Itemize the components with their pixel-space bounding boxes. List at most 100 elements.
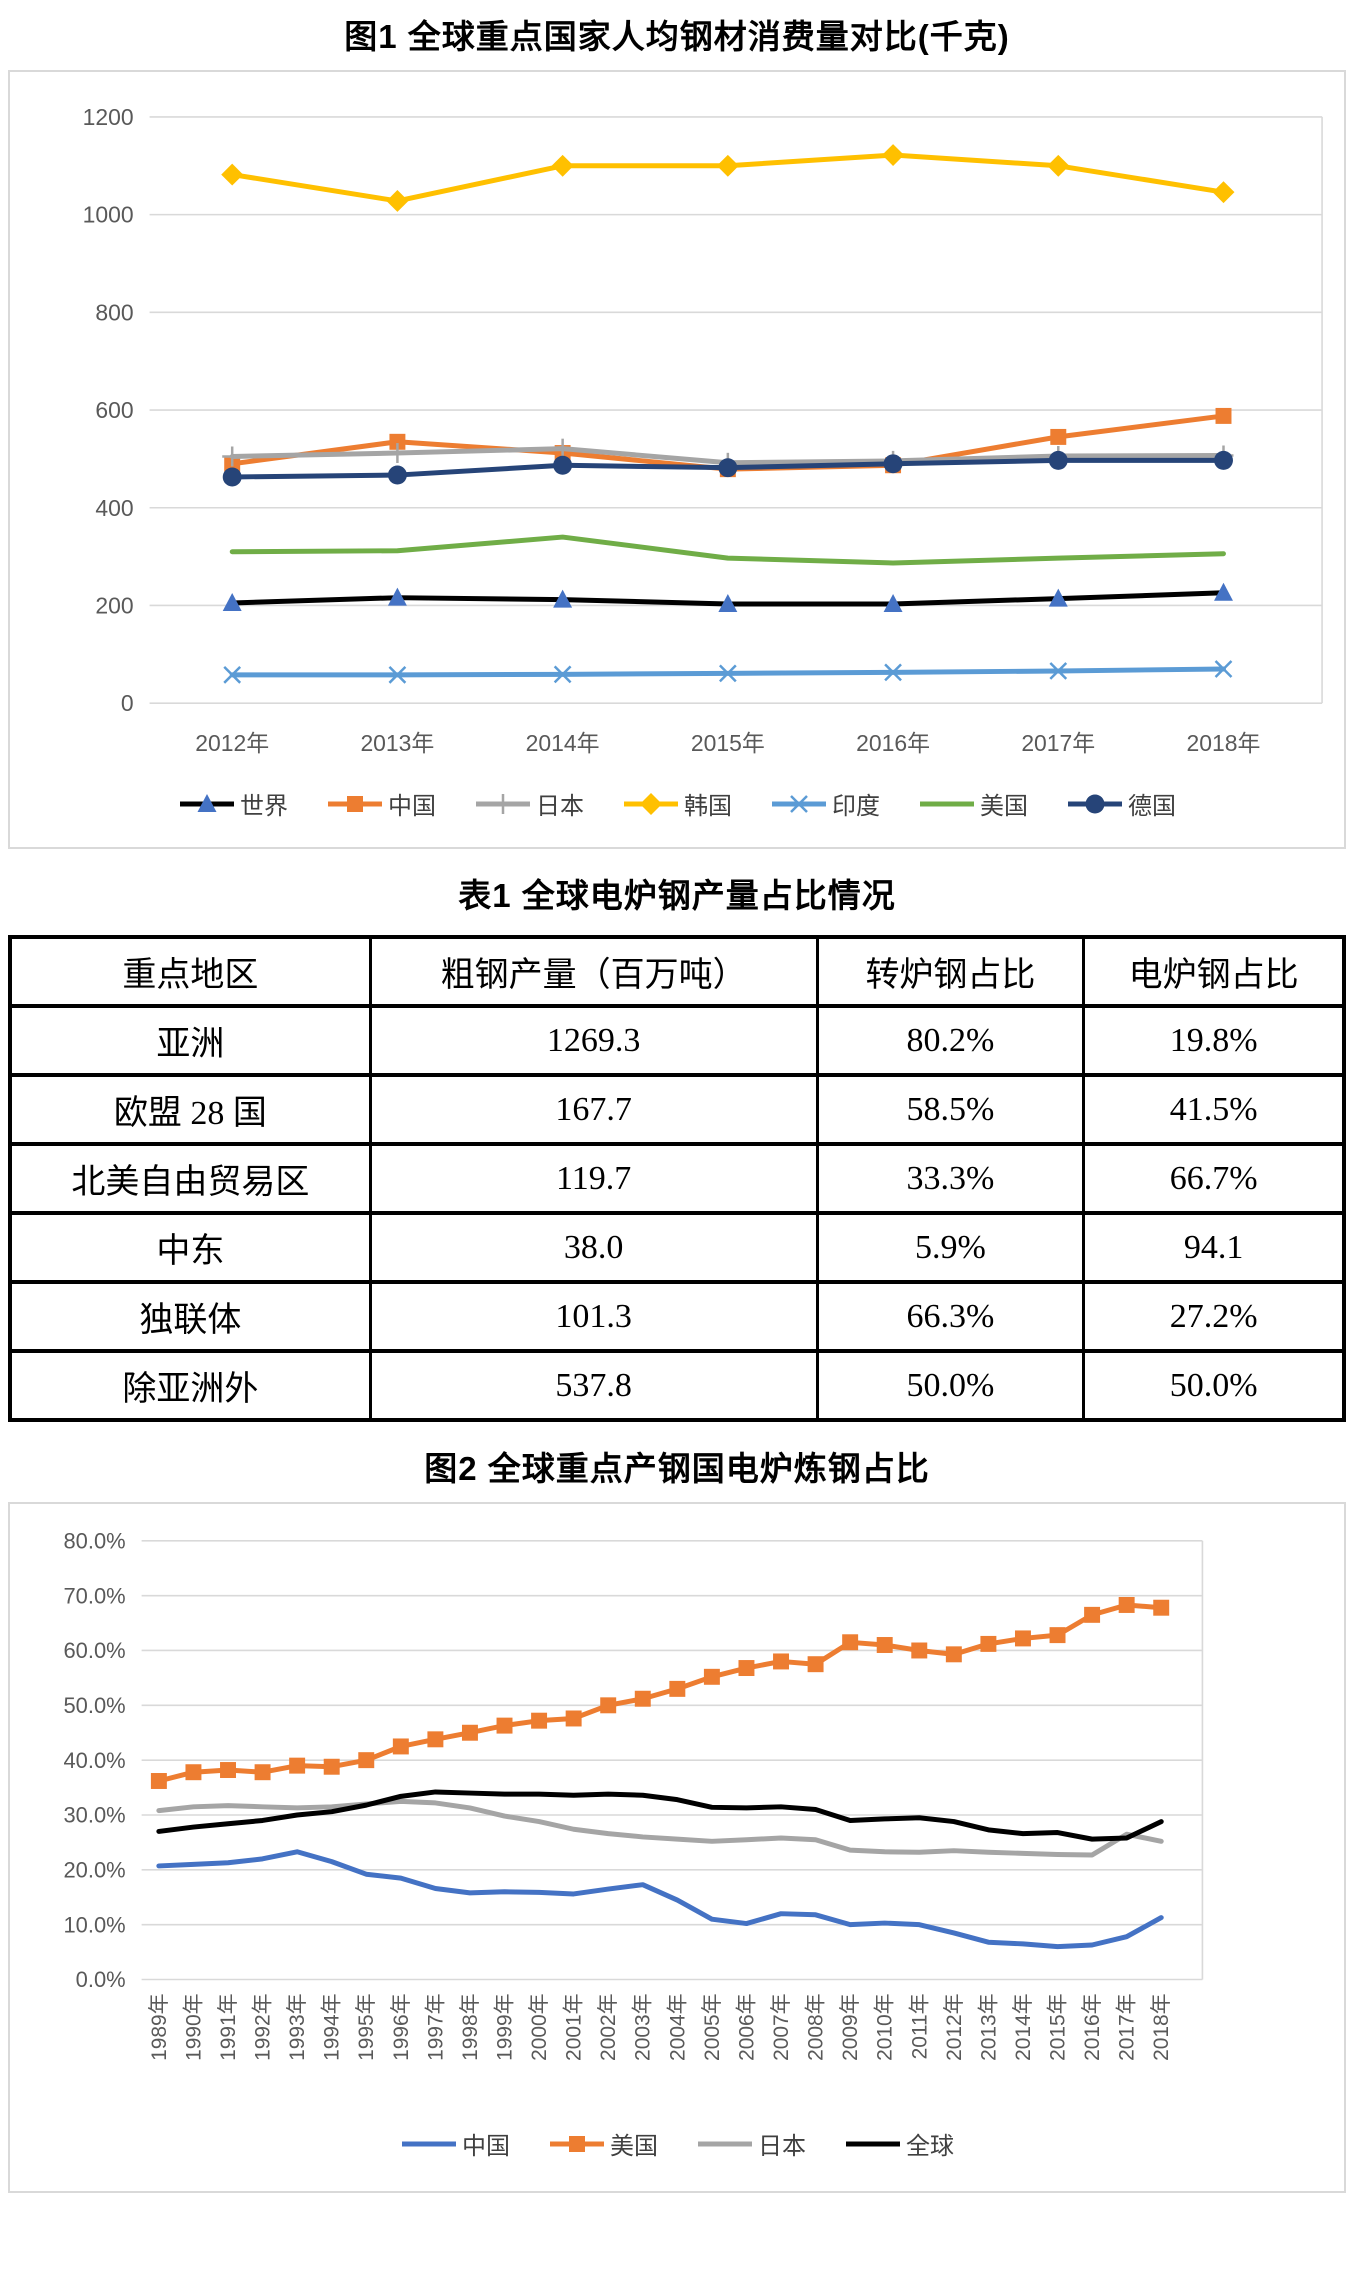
x-tick-label: 2012年 xyxy=(195,730,269,756)
table-header-row: 重点地区 粗钢产量（百万吨） 转炉钢占比 电炉钢占比 xyxy=(8,935,1346,1008)
legend-label-japan: 日本 xyxy=(758,2133,806,2160)
legend-item-world: 世界 xyxy=(178,786,288,821)
x-tick-label: 2015年 xyxy=(1047,1993,1070,2060)
legend-item-japan: 日本 xyxy=(696,2126,806,2161)
legend-marker-germany xyxy=(1068,794,1122,813)
x-tick-label: 2007年 xyxy=(770,1993,793,2060)
y-tick-label: 20.0% xyxy=(63,1858,125,1883)
y-tick-label: 600 xyxy=(95,397,133,423)
table-cell: 167.7 xyxy=(368,1073,819,1146)
y-tick-label: 1200 xyxy=(83,104,134,130)
x-tick-label: 2002年 xyxy=(597,1993,620,2060)
series-china xyxy=(156,1849,1164,1950)
x-tick-label: 1993年 xyxy=(286,1993,309,2060)
series-japan xyxy=(156,1798,1164,1858)
table-cell: 除亚洲外 xyxy=(8,1349,372,1422)
x-tick-label: 2008年 xyxy=(805,1993,828,2060)
legend-item-china: 中国 xyxy=(326,786,436,821)
y-tick-label: 10.0% xyxy=(63,1912,125,1937)
figure2-title: 图2 全球重点产钢国电炉炼钢占比 xyxy=(424,1450,930,1487)
x-tick-label: 2013年 xyxy=(977,1993,1000,2060)
legend-item-japan: 日本 xyxy=(474,786,584,821)
legend-marker-usa xyxy=(920,801,974,806)
table-header-cell: 粗钢产量（百万吨） xyxy=(368,935,819,1008)
legend-marker-global xyxy=(846,2141,900,2146)
series-india xyxy=(223,660,1233,684)
x-tick-label: 2012年 xyxy=(943,1993,966,2060)
x-tick-label: 1996年 xyxy=(390,1993,413,2060)
legend-item-korea: 韩国 xyxy=(622,786,732,821)
y-tick-label: 40.0% xyxy=(63,1748,125,1773)
legend-marker-world xyxy=(180,793,234,812)
chart2-legend: 中国 美国 日本 全球 xyxy=(10,2116,1344,2191)
table-cell: 19.8% xyxy=(1082,1004,1346,1077)
x-tick-label: 1992年 xyxy=(252,1993,275,2060)
x-tick-label: 2015年 xyxy=(691,730,765,756)
table-cell: 独联体 xyxy=(8,1280,372,1353)
y-tick-label: 60.0% xyxy=(63,1638,125,1663)
table-row: 北美自由贸易区 119.7 33.3% 66.7% xyxy=(8,1142,1346,1215)
legend-label-india: 印度 xyxy=(832,793,880,820)
series-usa xyxy=(229,534,1226,566)
x-tick-label: 2000年 xyxy=(528,1993,551,2060)
x-tick-label: 1989年 xyxy=(148,1993,171,2060)
table-header-cell: 重点地区 xyxy=(8,935,372,1008)
x-tick-label: 1999年 xyxy=(493,1993,516,2060)
table-cell: 66.3% xyxy=(815,1280,1086,1353)
table1-wrap: 重点地区 粗钢产量（百万吨） 转炉钢占比 电炉钢占比 亚洲 1269.3 80.2% 19.… xyxy=(8,935,1346,1422)
figure1-chart: 0 200 400 600 800 1000 1200 2012年 2013年 2014年 2015… xyxy=(83,104,1323,756)
table-row: 中东 38.0 5.9% 94.1 xyxy=(8,1211,1346,1284)
legend-label-global: 全球 xyxy=(906,2133,954,2160)
report-page: 图1 全球重点国家人均钢材消费量对比(千克) 0 200 400 600 800 1000… xyxy=(8,18,1346,2193)
x-tick-label: 2018年 xyxy=(1150,1993,1173,2060)
x-tick-label: 1990年 xyxy=(182,1993,205,2060)
legend-label-world: 世界 xyxy=(240,793,288,820)
y-tick-label: 800 xyxy=(95,299,133,325)
table-cell: 50.0% xyxy=(815,1349,1086,1422)
legend-label-china: 中国 xyxy=(462,2133,510,2160)
table-cell: 101.3 xyxy=(368,1280,819,1353)
x-tick-label: 2017年 xyxy=(1021,730,1095,756)
x-tick-label: 2016年 xyxy=(856,730,930,756)
legend-label-korea: 韩国 xyxy=(684,793,732,820)
x-tick-label: 2006年 xyxy=(735,1993,758,2060)
x-tick-label: 2009年 xyxy=(839,1993,862,2060)
table-cell: 亚洲 xyxy=(8,1004,372,1077)
table-cell: 北美自由贸易区 xyxy=(8,1142,372,1215)
table-cell: 94.1 xyxy=(1082,1211,1346,1284)
y-tick-label: 0 xyxy=(121,690,134,716)
legend-label-japan: 日本 xyxy=(536,793,584,820)
chart1-legend: 世界 中国 日本 韩国 印度 美国 德国 xyxy=(10,776,1344,847)
x-tick-label: 2017年 xyxy=(1116,1993,1139,2060)
table-cell: 中东 xyxy=(8,1211,372,1284)
legend-marker-japan xyxy=(476,793,530,814)
x-tick-label: 2001年 xyxy=(563,1993,586,2060)
table-cell: 33.3% xyxy=(815,1142,1086,1215)
legend-item-china: 中国 xyxy=(400,2126,510,2161)
figure1-title: 图1 全球重点国家人均钢材消费量对比(千克) xyxy=(344,18,1010,55)
legend-item-india: 印度 xyxy=(770,786,880,821)
y-tick-label: 1000 xyxy=(83,202,134,228)
x-tick-label: 2010年 xyxy=(874,1993,897,2060)
table-cell: 欧盟 28 国 xyxy=(8,1073,372,1146)
series-global xyxy=(156,1789,1164,1842)
table-row: 欧盟 28 国 167.7 58.5% 41.5% xyxy=(8,1073,1346,1146)
y-tick-label: 80.0% xyxy=(63,1528,125,1553)
legend-marker-china xyxy=(328,795,382,812)
x-tick-label: 1997年 xyxy=(424,1993,447,2060)
table-cell: 41.5% xyxy=(1082,1073,1346,1146)
x-tick-label: 2016年 xyxy=(1081,1993,1104,2060)
legend-marker-india xyxy=(772,794,826,813)
x-tick-label: 2005年 xyxy=(701,1993,724,2060)
legend-label-usa: 美国 xyxy=(980,793,1028,820)
series-usa xyxy=(150,1596,1170,1789)
legend-label-germany: 德国 xyxy=(1128,793,1176,820)
legend-item-usa: 美国 xyxy=(548,2126,658,2161)
y-tick-label: 30.0% xyxy=(63,1803,125,1828)
x-tick-label: 2011年 xyxy=(908,1993,931,2059)
figure2-chart: 0.0% 10.0% 20.0% 30.0% 40.0% 50.0% 60.0% 70.0% 8… xyxy=(63,1528,1204,2061)
x-tick-label: 1991年 xyxy=(217,1993,240,2060)
table-row: 除亚洲外 537.8 50.0% 50.0% xyxy=(8,1349,1346,1422)
x-tick-label: 2013年 xyxy=(360,730,434,756)
legend-label-china: 中国 xyxy=(388,793,436,820)
